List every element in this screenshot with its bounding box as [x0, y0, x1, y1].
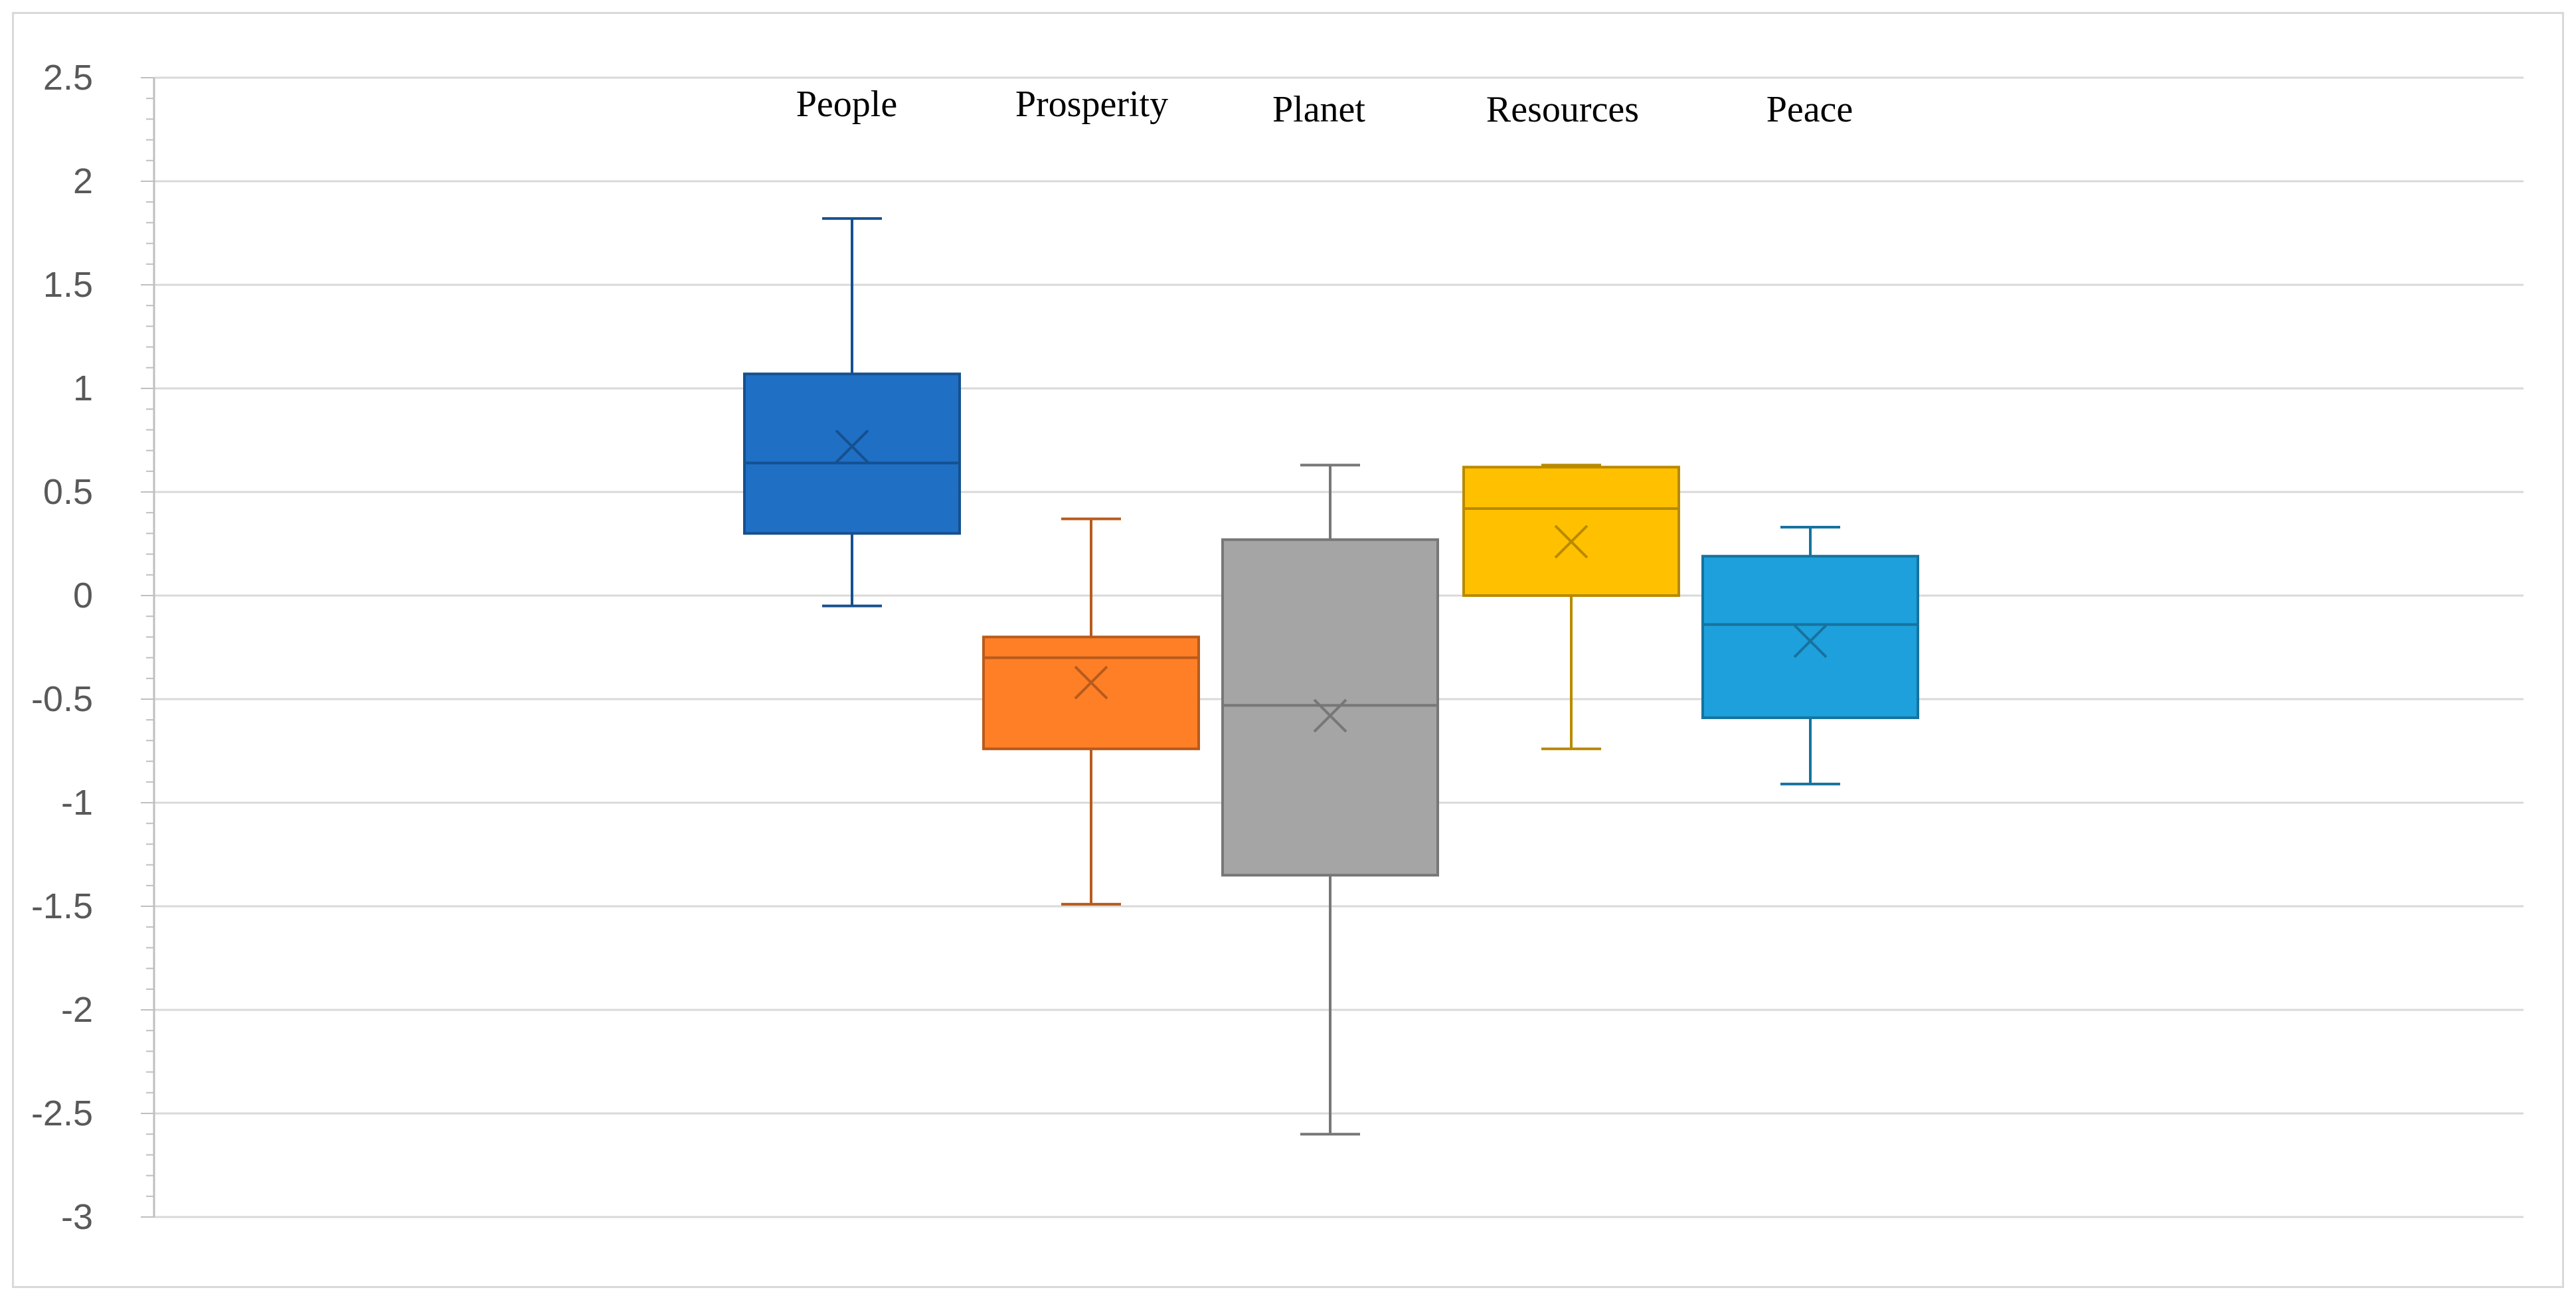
y-tick-label: 0 [73, 576, 93, 615]
category-label-resources: Resources [1486, 89, 1639, 130]
box-peace [1701, 526, 1919, 785]
y-tick-label: 2.5 [43, 58, 93, 98]
iqr-box [743, 372, 961, 535]
y-tick-label: -2.5 [31, 1094, 93, 1133]
iqr-box [1221, 538, 1439, 877]
y-tick-label: -2 [61, 990, 93, 1030]
iqr-box [1701, 554, 1919, 720]
y-tick-label: -3 [61, 1197, 93, 1237]
category-label-planet: Planet [1272, 89, 1365, 130]
category-label-people: People [796, 84, 897, 125]
y-tick-label: 2 [73, 161, 93, 201]
box-resources [1462, 463, 1680, 750]
iqr-box [1462, 465, 1680, 597]
y-tick-label: 1 [73, 368, 93, 408]
box-prosperity [982, 517, 1200, 906]
category-label-peace: Peace [1766, 89, 1853, 130]
category-labels: People Prosperity Planet Resources Peace [796, 84, 1853, 130]
box-people [743, 217, 961, 608]
boxes [743, 217, 1919, 1136]
mean-marker [1793, 624, 1828, 659]
mean-marker [835, 429, 869, 463]
y-tick-label: 1.5 [43, 265, 93, 305]
mean-marker [1313, 698, 1347, 733]
box-planet [1221, 463, 1439, 1136]
y-axis: 2.5 2 1.5 1 0.5 0 -0.5 -1 -1.5 -2 -2.5 -3 [31, 58, 155, 1237]
mean-marker [1554, 525, 1589, 559]
y-tick-label: -1.5 [31, 886, 93, 926]
category-label-prosperity: Prosperity [1015, 84, 1168, 125]
iqr-box [982, 635, 1200, 750]
y-tick-label: -1 [61, 783, 93, 823]
y-tick-label: 0.5 [43, 472, 93, 512]
mean-marker [1074, 665, 1108, 700]
y-tick-label: -0.5 [31, 679, 93, 719]
gridlines [154, 76, 2524, 1218]
